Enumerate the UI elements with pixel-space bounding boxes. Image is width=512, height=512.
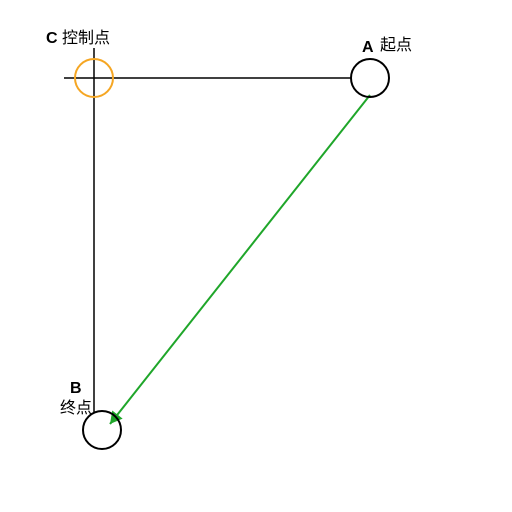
- point-c-letter: C: [46, 30, 58, 47]
- arrow-shaft: [110, 95, 370, 424]
- point-a-circle: [351, 59, 389, 97]
- bezier-control-diagram: A 起点 B 终点 C 控制点: [0, 0, 512, 512]
- point-b-letter: B: [70, 380, 82, 397]
- point-c-label: 控制点: [62, 29, 110, 47]
- arrow-a-to-b: [110, 95, 370, 424]
- point-b-label: 终点: [60, 399, 92, 417]
- point-a-label: 起点: [380, 36, 412, 54]
- point-a-letter: A: [362, 39, 374, 56]
